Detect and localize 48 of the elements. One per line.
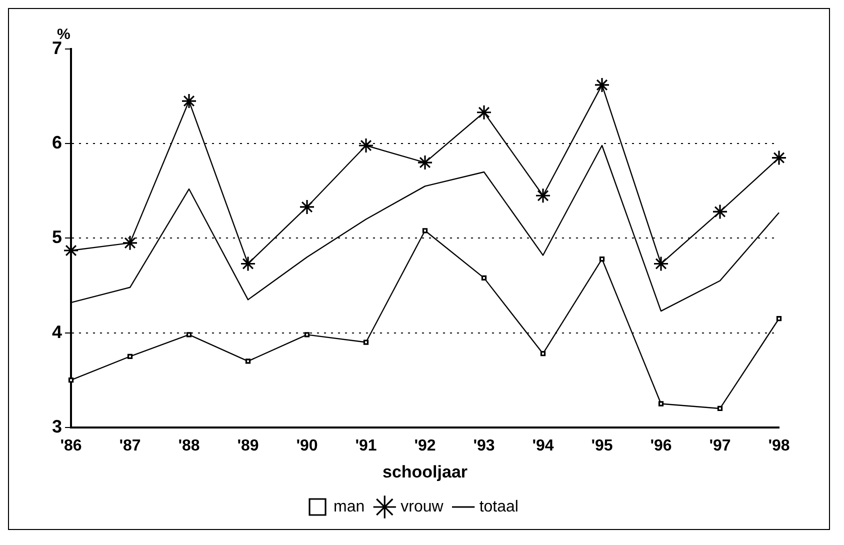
point [772,150,786,165]
y-tick-label: 4 [52,322,62,342]
point [477,105,492,120]
x-tick-label: '87 [119,437,141,454]
point [481,275,487,280]
x-tick-label: '86 [60,437,82,454]
point [123,236,138,250]
point [64,244,78,258]
point [658,401,664,406]
x-tick-label: '96 [650,437,672,454]
x-tick-label: '92 [414,437,436,454]
legend-label: totaal [479,498,518,516]
y-tick-label: 3 [52,416,62,436]
point [363,340,369,345]
y-tick-label: 5 [52,227,62,248]
point [595,78,610,92]
point [776,316,782,322]
point [304,332,310,338]
point [654,256,668,271]
point [599,256,605,262]
x-tick-label: '95 [591,437,613,454]
x-tick-label: '89 [237,437,259,454]
x-tick-label: '98 [768,437,790,454]
y-tick-label: 7 [52,38,62,58]
point [68,378,74,383]
x-tick-label: '88 [178,437,200,454]
x-tick-label: '90 [296,437,318,454]
x-tick-label: '93 [473,437,495,454]
point [182,94,196,108]
point [186,332,192,338]
point [245,358,251,364]
point [300,200,314,214]
point [418,156,432,170]
point [717,406,723,412]
y-tick-label: 6 [52,132,62,153]
point [127,354,133,360]
point [540,351,546,356]
point [359,138,374,152]
x-tick-label: '97 [709,437,731,454]
point [422,228,428,234]
legend-label: man [334,498,365,516]
point [713,204,727,219]
legend-label: vrouw [400,498,444,516]
x-tick-label: '91 [355,437,377,454]
x-axis-title: schooljaar [382,462,468,482]
x-tick-label: '94 [532,437,554,454]
point [241,256,256,271]
point [536,188,550,203]
